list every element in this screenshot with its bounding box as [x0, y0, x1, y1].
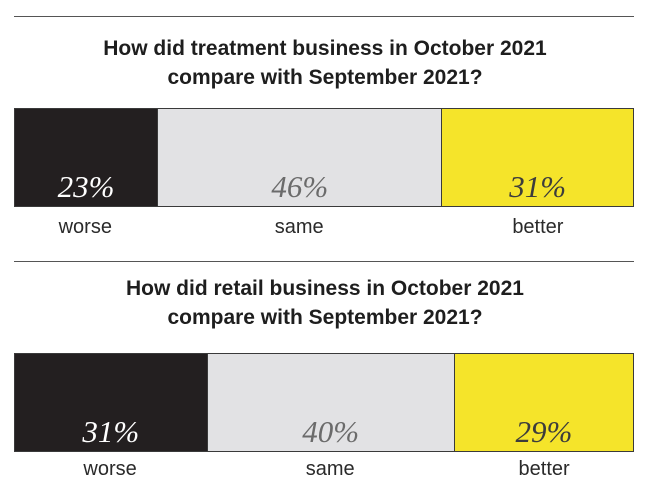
chart-2-title-line-2: compare with September 2021?: [167, 306, 483, 329]
chart-1-title-line-1: How did treatment business in October 20…: [103, 37, 547, 60]
category-label-better: better: [512, 216, 564, 238]
chart-2-stacked-bar: 31% 40% 29%: [14, 353, 634, 452]
category-label-better: better: [518, 458, 570, 480]
chart-2-title: How did retail business in October 2021 …: [0, 274, 650, 332]
chart-1-title-line-2: compare with September 2021?: [167, 66, 483, 89]
chart-2-title-line-1: How did retail business in October 2021: [126, 277, 524, 300]
chart-1-category-labels: worse same better: [14, 214, 634, 244]
bar-segment-worse: 31%: [15, 354, 207, 451]
data-label-better: 31%: [509, 169, 567, 204]
chart-1-stacked-bar: 23% 46% 31%: [14, 108, 634, 207]
bar-segment-worse: 23%: [15, 109, 158, 206]
data-label-worse: 31%: [82, 414, 140, 449]
data-label-better: 29%: [515, 414, 573, 449]
bar-segment-better: 29%: [453, 354, 633, 451]
bar-segment-better: 31%: [441, 109, 633, 206]
category-label-worse: worse: [58, 216, 112, 238]
bar-segment-same: 46%: [157, 109, 442, 206]
top-divider: [14, 16, 634, 17]
data-label-same: 46%: [271, 169, 329, 204]
chart-1-title: How did treatment business in October 20…: [0, 34, 650, 92]
data-label-worse: 23%: [57, 169, 115, 204]
category-label-same: same: [305, 458, 355, 480]
data-label-same: 40%: [302, 414, 360, 449]
category-label-same: same: [274, 216, 324, 238]
bar-segment-same: 40%: [206, 354, 454, 451]
chart-2-category-labels: worse same better: [14, 456, 634, 486]
category-label-worse: worse: [83, 458, 137, 480]
middle-divider: [14, 261, 634, 262]
